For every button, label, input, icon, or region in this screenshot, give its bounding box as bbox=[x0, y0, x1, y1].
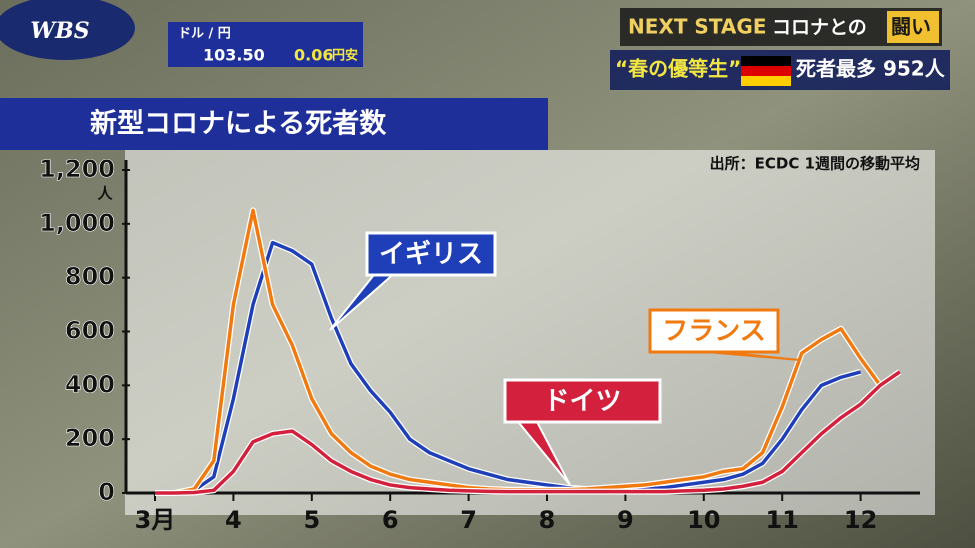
x-tick-label: 6 bbox=[382, 506, 399, 534]
flag-gold bbox=[741, 76, 791, 86]
x-tick-label: 5 bbox=[303, 506, 320, 534]
headline: 死者最多 952人 bbox=[796, 57, 946, 81]
fx-direction: 円安 bbox=[332, 48, 358, 64]
legend-box bbox=[365, 231, 497, 277]
chart-title: 新型コロナによる死者数 bbox=[90, 108, 387, 140]
flag-red bbox=[741, 66, 791, 76]
y-tick-label: 800 bbox=[65, 263, 115, 291]
legend-box bbox=[648, 308, 780, 354]
y-tick-label: 200 bbox=[65, 424, 115, 452]
x-tick-label: 3月 bbox=[135, 506, 176, 534]
series-line bbox=[155, 240, 862, 495]
logo: WBS bbox=[30, 18, 89, 44]
headline-quote: “春の優等生” bbox=[615, 57, 741, 81]
legend-box bbox=[503, 378, 662, 424]
x-tick-label: 4 bbox=[225, 506, 242, 534]
x-tick-label: 8 bbox=[539, 506, 556, 534]
legend-label: ドイツ bbox=[543, 387, 621, 417]
fx-box bbox=[168, 22, 363, 67]
legend-label: フランス bbox=[662, 317, 765, 347]
x-tick-label: 12 bbox=[844, 506, 877, 534]
x-tick-label: 11 bbox=[765, 506, 798, 534]
fx-label: ドル / 円 bbox=[178, 27, 231, 42]
y-tick-label: 400 bbox=[65, 370, 115, 398]
y-tick-label: 600 bbox=[65, 317, 115, 345]
fx-rate: 103.50 bbox=[203, 46, 265, 65]
source-note: 出所：ECDC 1週間の移動平均 bbox=[710, 155, 920, 173]
logo-badge bbox=[0, 0, 135, 60]
series-title: NEXT STAGE bbox=[628, 15, 766, 39]
series-highlight: 闘い bbox=[891, 15, 931, 39]
x-tick-label: 10 bbox=[687, 506, 720, 534]
x-tick-label: 7 bbox=[460, 506, 477, 534]
series-subtitle: コロナとの bbox=[772, 17, 867, 39]
y-unit: 人 bbox=[97, 185, 113, 203]
y-tick-label: 1,200 bbox=[39, 155, 115, 183]
x-tick-label: 9 bbox=[617, 506, 634, 534]
title-bar bbox=[0, 98, 548, 150]
y-tick-label: 1,000 bbox=[39, 209, 115, 237]
y-tick-label: 0 bbox=[98, 478, 115, 506]
highlight-box bbox=[887, 11, 939, 43]
legend-label: イギリス bbox=[379, 240, 483, 270]
fx-change: 0.06 bbox=[294, 46, 333, 65]
series-line bbox=[155, 370, 901, 495]
flag-black bbox=[741, 56, 791, 66]
